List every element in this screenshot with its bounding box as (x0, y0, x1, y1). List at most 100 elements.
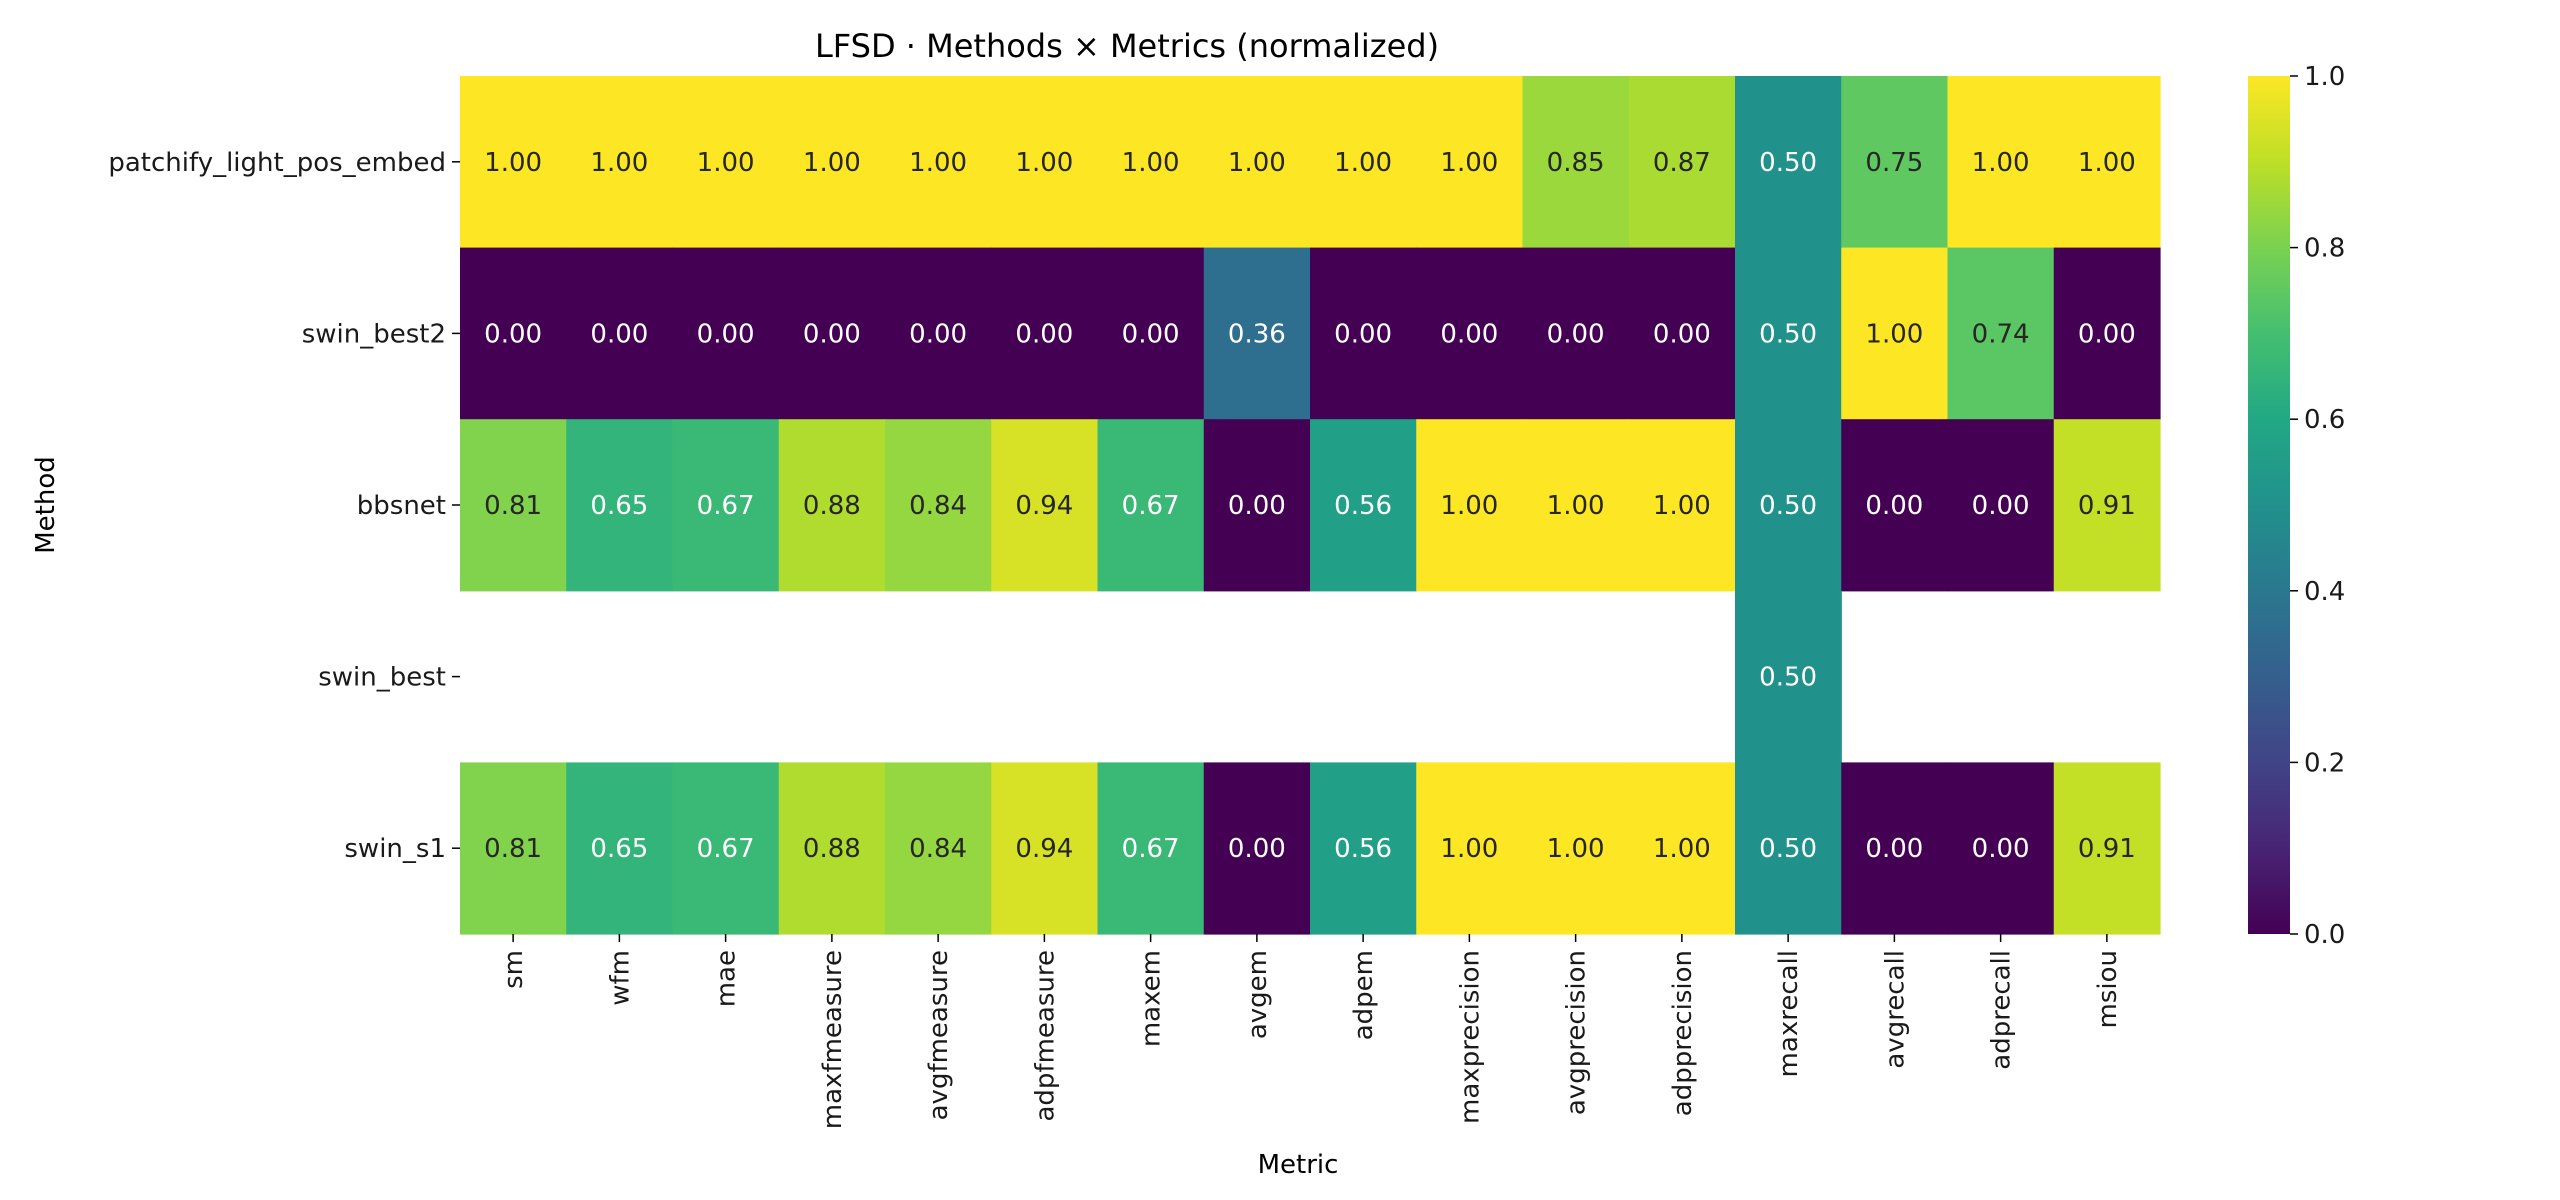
cell-value-label: 0.94 (1015, 491, 1073, 521)
heatmap-cell (566, 419, 674, 592)
cell-value-label: 0.91 (2078, 834, 2136, 864)
colorbar-tick-label: 0.0 (2304, 920, 2345, 950)
x-tick-label: maxem (1137, 950, 1167, 1047)
y-tick-label: swin_best2 (302, 319, 446, 349)
cell-value-label: 1.00 (803, 148, 861, 178)
heatmap-cell (1522, 762, 1630, 935)
x-tick-label: adpprecision (1668, 950, 1698, 1116)
cell-value-label: 0.56 (1334, 834, 1392, 864)
colorbar-ticks: 0.0 0.2 0.4 0.6 0.8 1.0 (2290, 62, 2345, 950)
cell-value-label: 0.00 (1865, 491, 1923, 521)
heatmap-cell (1841, 247, 1949, 420)
cell-value-label: 0.00 (909, 319, 967, 349)
heatmap-cell (1416, 762, 1524, 935)
heatmap-cell (885, 247, 992, 420)
heatmap-cell (1203, 762, 1311, 935)
cell-value-label: 0.00 (1865, 834, 1923, 864)
heatmap-cell (1203, 76, 1311, 249)
heatmap-cell (460, 419, 567, 592)
x-tick-label: maxprecision (1455, 950, 1485, 1124)
cell-value-label: 0.50 (1759, 663, 1817, 693)
cell-value-label: 0.88 (803, 491, 861, 521)
x-tick-label: mae (712, 950, 742, 1007)
x-tick-label: msiou (2093, 950, 2123, 1028)
cell-value-label: 0.00 (1122, 319, 1180, 349)
cell-value-label: 0.00 (1972, 491, 2030, 521)
cell-value-label: 1.00 (1865, 319, 1923, 349)
heatmap-cell (672, 76, 780, 249)
cell-value-label: 0.00 (1440, 319, 1498, 349)
cell-value-label: 0.00 (1015, 319, 1073, 349)
cell-value-label: 0.87 (1653, 148, 1711, 178)
x-tick-label: maxrecall (1774, 950, 1804, 1077)
heatmap-cell (1628, 247, 1736, 420)
heatmap-cell (1735, 590, 1842, 763)
cell-value-label: 1.00 (1334, 148, 1392, 178)
cell-value-label: 0.00 (1972, 834, 2030, 864)
cell-value-label: 0.81 (484, 834, 542, 864)
cell-value-label: 0.00 (590, 319, 648, 349)
cell-value-label: 0.74 (1972, 319, 2030, 349)
y-tick-label: swin_best (318, 663, 446, 693)
heatmap-cell (1522, 419, 1630, 592)
cell-value-label: 0.65 (590, 834, 648, 864)
heatmap-cell (1097, 247, 1205, 420)
heatmap-cell (1522, 76, 1630, 249)
heatmap-cells (460, 76, 2161, 935)
cell-value-label: 0.50 (1759, 834, 1817, 864)
cell-value-label: 0.67 (697, 834, 755, 864)
heatmap-cell (460, 247, 567, 420)
cell-value-label: 0.65 (590, 491, 648, 521)
heatmap-cell (991, 247, 1099, 420)
heatmap-cell (885, 76, 992, 249)
heatmap-cell (1841, 76, 1949, 249)
heatmap-cell (566, 76, 674, 249)
heatmap-cell (778, 76, 886, 249)
heatmap-cell (991, 419, 1099, 592)
heatmap-cell (885, 762, 992, 935)
x-tick-label: avgem (1243, 950, 1273, 1039)
x-tick-label: adpfmeasure (1030, 950, 1060, 1122)
cell-value-label: 0.00 (1547, 319, 1605, 349)
heatmap-cell (1203, 419, 1311, 592)
heatmap-cell (460, 762, 567, 935)
cell-value-label: 1.00 (484, 148, 542, 178)
cell-value-label: 0.50 (1759, 148, 1817, 178)
heatmap-cell (1310, 76, 1417, 249)
cell-value-label: 0.36 (1228, 319, 1286, 349)
cell-value-label: 0.67 (697, 491, 755, 521)
x-axis-label: Metric (1258, 1150, 1339, 1180)
cell-value-label: 1.00 (1653, 834, 1711, 864)
cell-value-label: 1.00 (697, 148, 755, 178)
heatmap-cell (1735, 762, 1842, 935)
cell-value-label: 0.00 (1653, 319, 1711, 349)
heatmap-cell (1310, 247, 1417, 420)
heatmap-cell (1628, 419, 1736, 592)
x-tick-label: avgrecall (1880, 950, 1910, 1069)
heatmap-cell (2053, 247, 2161, 420)
heatmap-cell (1310, 762, 1417, 935)
heatmap-cell (991, 762, 1099, 935)
x-tick-label: maxfmeasure (818, 950, 848, 1129)
heatmap-cell (885, 419, 992, 592)
cell-value-label: 0.94 (1015, 834, 1073, 864)
heatmap-cell (778, 419, 886, 592)
cell-value-label: 1.00 (1228, 148, 1286, 178)
y-tick-label: bbsnet (357, 491, 446, 521)
chart-title: LFSD · Methods × Metrics (normalized) (815, 27, 1439, 65)
cell-value-label: 0.84 (909, 834, 967, 864)
heatmap-cell (1416, 247, 1524, 420)
heatmap-cell-labels: 1.00 1.00 1.00 1.00 1.00 1.00 1.00 1.00 1.00 1.00… (484, 148, 2136, 864)
heatmap-cell (1097, 762, 1205, 935)
heatmap-cell (672, 419, 780, 592)
cell-value-label: 0.75 (1865, 148, 1923, 178)
heatmap-cell (1947, 247, 2055, 420)
heatmap-cell (1841, 419, 1949, 592)
heatmap-cell (2053, 419, 2161, 592)
cell-value-label: 1.00 (1547, 491, 1605, 521)
heatmap-cell (1947, 419, 2055, 592)
colorbar (2248, 76, 2290, 934)
colorbar-tick-label: 0.4 (2304, 577, 2345, 607)
heatmap-cell (2053, 762, 2161, 935)
x-tick-label: wfm (605, 950, 635, 1006)
